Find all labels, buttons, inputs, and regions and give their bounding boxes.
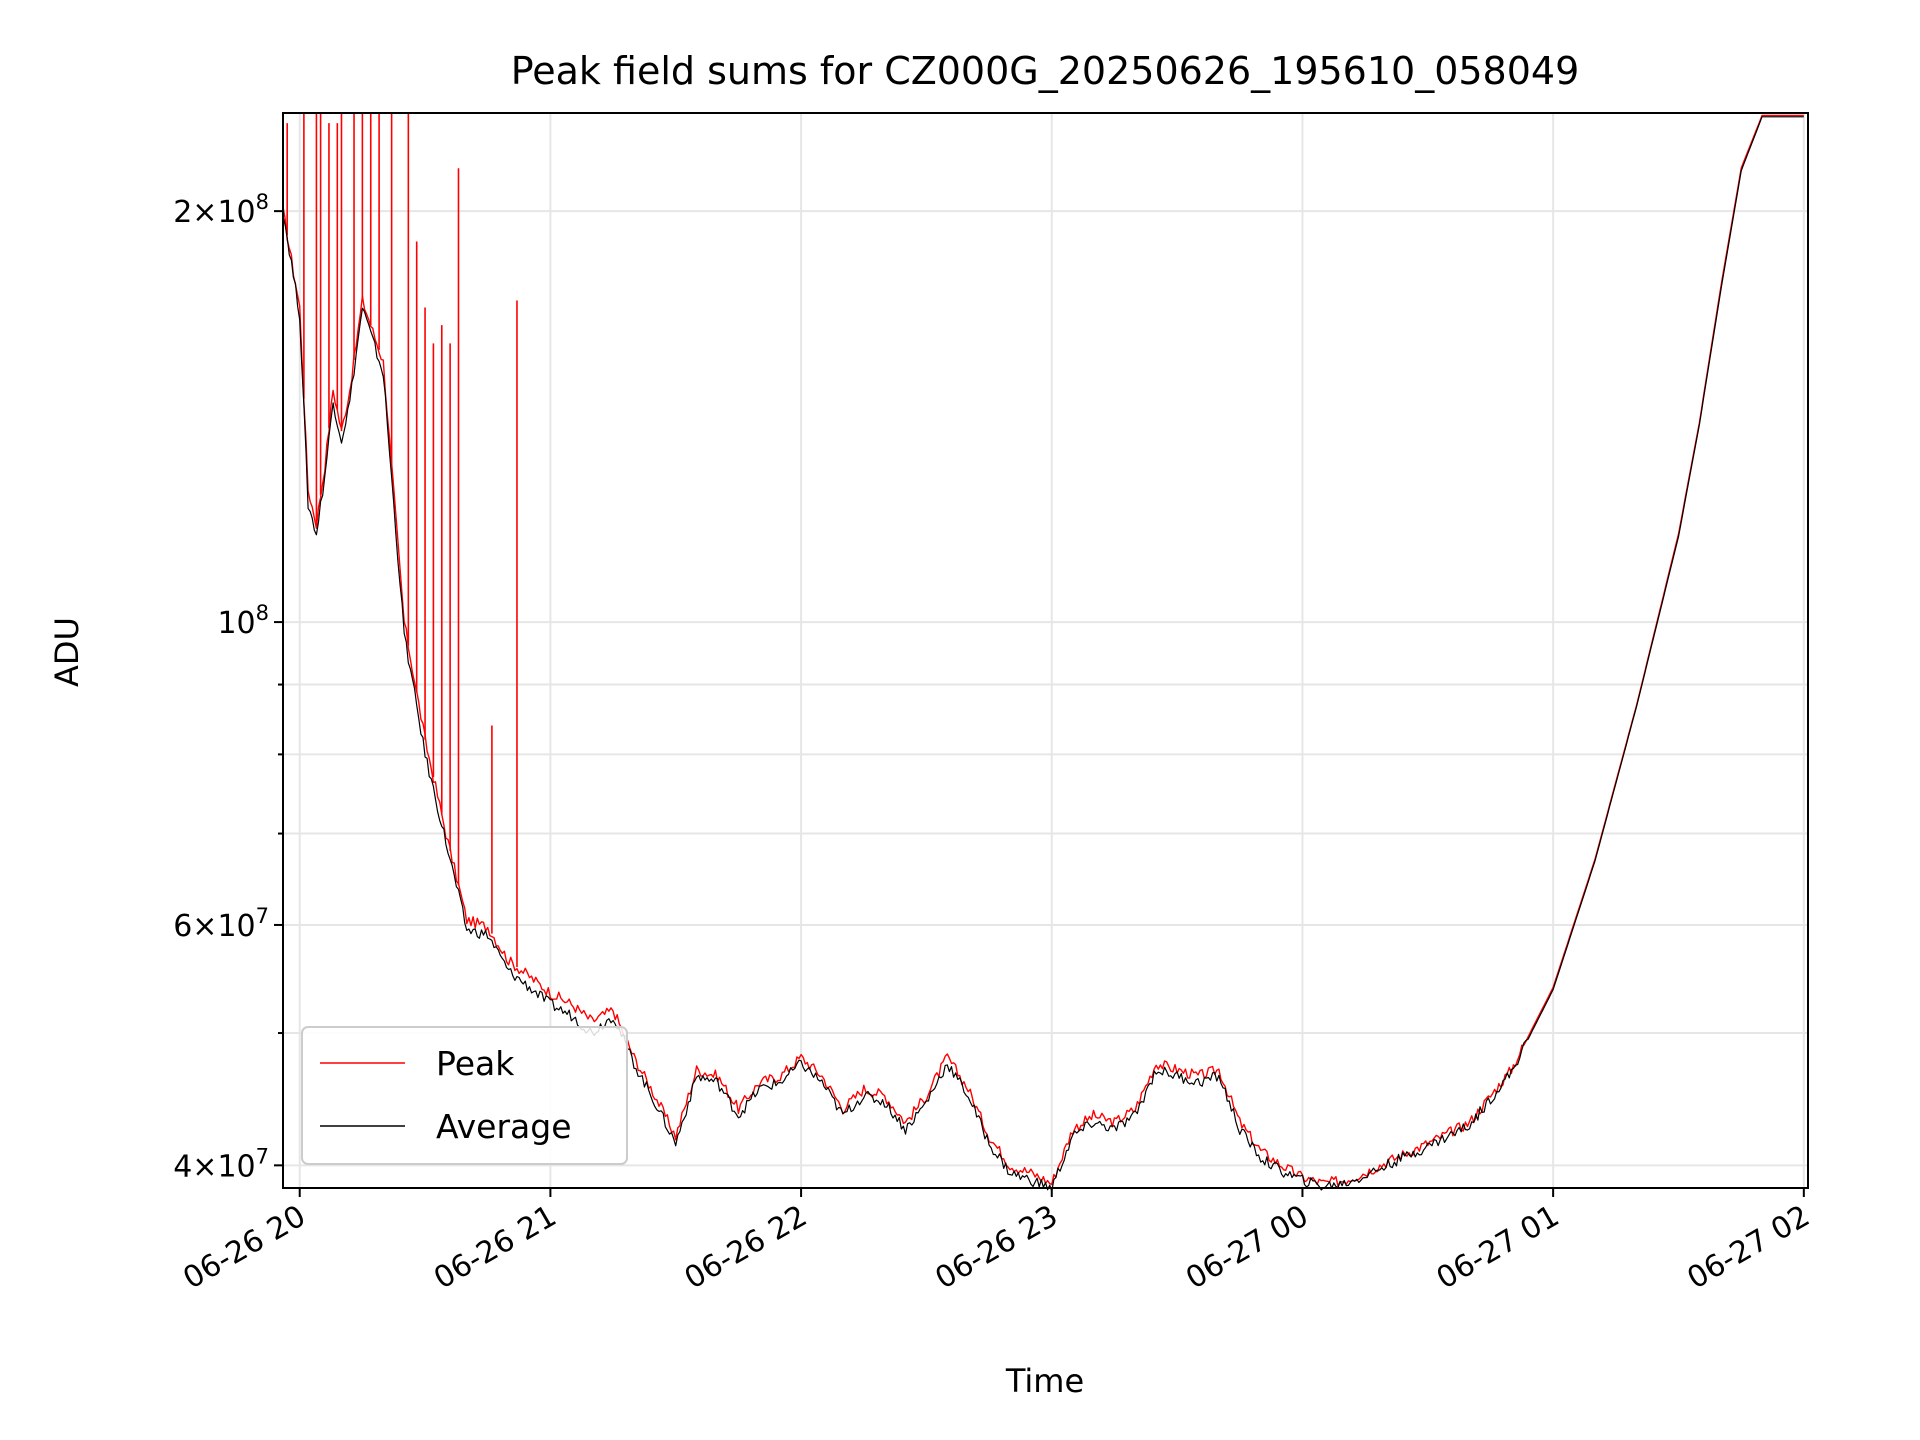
- legend: Peak Average: [301, 1026, 628, 1165]
- y-tick-label: 4×107: [173, 1144, 269, 1184]
- legend-average-label: Average: [436, 1107, 572, 1146]
- plot-frame: [282, 112, 1809, 1189]
- legend-peak-label: Peak: [436, 1044, 515, 1083]
- peak-series-line: [282, 114, 1804, 1187]
- legend-box: [301, 1026, 628, 1165]
- plot-lines: [282, 113, 1804, 1192]
- y-axis-label: ADU: [48, 617, 86, 687]
- y-tick-label: 2×108: [173, 190, 269, 230]
- y-tick-label: 108: [217, 601, 269, 641]
- y-tick-label: 6×107: [173, 904, 269, 944]
- y-axis-ticks: 4×107 6×107 108 2×108: [173, 190, 283, 1184]
- chart-title: Peak field sums for CZ000G_20250626_1956…: [511, 49, 1580, 93]
- x-axis-label: Time: [1005, 1362, 1084, 1400]
